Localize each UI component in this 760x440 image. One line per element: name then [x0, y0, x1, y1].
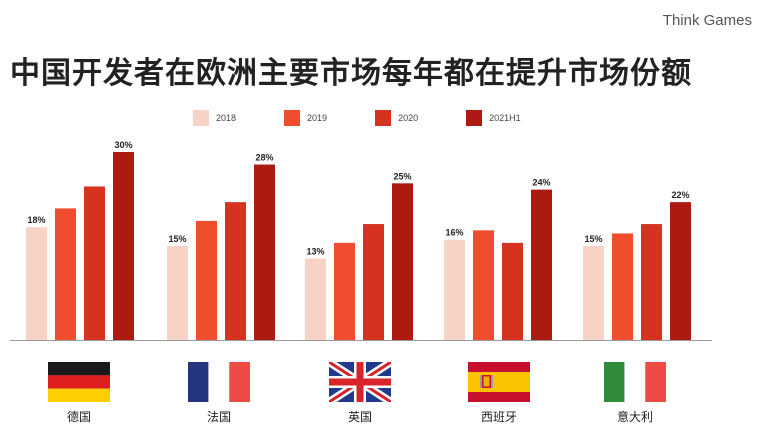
data-label: 15% [168, 234, 186, 244]
bar-2020-英国 [363, 224, 384, 340]
bar-2019-西班牙 [473, 230, 494, 340]
uk-flag [326, 358, 394, 406]
bar-2021H1-英国 [392, 183, 413, 340]
legend-item-2018: 2018 [193, 110, 236, 126]
legend-label: 2020 [398, 113, 419, 123]
brand-logo-text: Think Games [662, 12, 752, 29]
bar-2020-西班牙 [502, 242, 523, 340]
legend-swatch [466, 110, 483, 126]
bar-2018-德国 [26, 227, 47, 340]
italy-flag [604, 361, 666, 403]
legend-label: 2018 [216, 113, 237, 123]
data-label: 30% [114, 140, 132, 150]
legend-label: 2019 [307, 113, 328, 123]
bar-2020-法国 [225, 202, 246, 340]
bar-2021H1-意大利 [670, 202, 691, 340]
bar-2019-法国 [196, 220, 217, 340]
data-label: 22% [671, 190, 689, 200]
chart-legend: 2018 2019 2020 2021H1 [193, 110, 521, 126]
country-label-spain: 西班牙 [480, 410, 517, 424]
data-label: 18% [27, 215, 45, 225]
bar-2021H1-西班牙 [531, 189, 552, 340]
country-label-uk: 英国 [347, 410, 372, 424]
spain-flag [468, 362, 530, 402]
country-label-italy: 意大利 [616, 410, 653, 424]
bar-2021H1-德国 [113, 152, 134, 340]
bar-2020-意大利 [641, 224, 662, 340]
legend-swatch [375, 110, 392, 126]
bar-2019-意大利 [612, 233, 633, 340]
bar-2018-西班牙 [444, 239, 465, 340]
bar-2018-英国 [305, 258, 326, 340]
germany-flag [48, 362, 110, 402]
bar-2019-英国 [334, 242, 355, 340]
data-label: 15% [584, 234, 602, 244]
legend-swatch [284, 110, 301, 126]
page-title: 中国开发者在欧洲主要市场每年都在提升市场份额 [10, 56, 692, 91]
country-label-germany: 德国 [66, 410, 91, 424]
data-label: 28% [255, 153, 273, 163]
france-flag [188, 361, 250, 403]
data-label: 25% [393, 171, 411, 181]
legend-item-2021h1: 2021H1 [466, 110, 521, 126]
bar-2021H1-法国 [254, 164, 275, 340]
bar-2019-德国 [55, 208, 76, 340]
data-label: 24% [532, 178, 550, 188]
bar-2018-意大利 [583, 246, 604, 340]
bar-2020-德国 [84, 186, 105, 340]
legend-item-2020: 2020 [375, 110, 418, 126]
bar-2018-法国 [167, 246, 188, 340]
legend-item-2019: 2019 [284, 110, 327, 126]
data-label: 16% [445, 228, 463, 238]
data-label: 13% [306, 247, 324, 257]
legend-swatch [193, 110, 209, 126]
country-label-france: 法国 [206, 410, 231, 424]
legend-label: 2021H1 [489, 113, 521, 123]
